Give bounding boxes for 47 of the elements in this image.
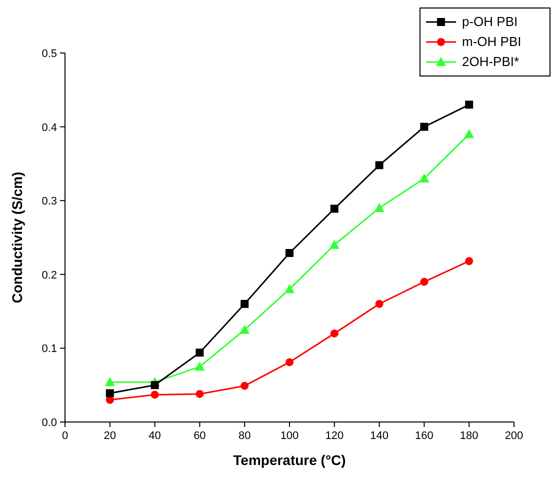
- point: [240, 300, 249, 308]
- y-tick-label: 0.1: [42, 343, 57, 356]
- point: [150, 390, 159, 399]
- point: [420, 278, 428, 286]
- point: [194, 362, 205, 371]
- point: [374, 202, 384, 212]
- point: [375, 161, 384, 170]
- point: [196, 390, 204, 398]
- point: [419, 173, 430, 182]
- x-tick-label: 200: [504, 430, 524, 442]
- y-tick-label: 0.3: [42, 196, 57, 208]
- x-tick-label: 160: [415, 430, 434, 442]
- point: [465, 257, 474, 266]
- point: [420, 122, 428, 131]
- legend-label: 2OH-PBI*: [462, 54, 520, 69]
- legend-label: m-OH PBI: [462, 34, 522, 49]
- x-tick-label: 40: [148, 430, 161, 442]
- y-tick-label: 0.0: [42, 417, 57, 429]
- x-tick-label: 0: [62, 430, 68, 442]
- point: [106, 389, 114, 398]
- x-tick-label: 120: [325, 430, 344, 442]
- x-tick-label: 180: [460, 430, 478, 442]
- legend-label: p-OH PBI: [462, 14, 518, 29]
- point: [330, 204, 338, 213]
- y-axis-title: Conductivity (S/cm): [9, 172, 25, 304]
- point: [240, 324, 250, 334]
- point: [104, 377, 115, 386]
- point: [286, 358, 294, 366]
- x-tick-label: 60: [194, 430, 206, 442]
- point: [329, 240, 340, 249]
- point: [196, 348, 204, 357]
- point: [286, 249, 294, 257]
- y-tick-label: 0.4: [42, 122, 57, 134]
- x-tick-label: 80: [238, 430, 251, 442]
- point: [150, 381, 159, 390]
- point: [330, 329, 338, 338]
- x-axis-title: Temperature (°C): [233, 452, 346, 468]
- y-tick-label: 0.2: [42, 269, 57, 282]
- x-tick-label: 100: [280, 430, 299, 442]
- point: [465, 100, 474, 109]
- point: [464, 129, 474, 138]
- x-tick-label: 20: [104, 430, 116, 442]
- point: [240, 382, 249, 390]
- y-tick-label: 0.5: [42, 48, 57, 60]
- point: [375, 300, 384, 308]
- point: [284, 284, 294, 294]
- x-tick-label: 140: [370, 430, 388, 442]
